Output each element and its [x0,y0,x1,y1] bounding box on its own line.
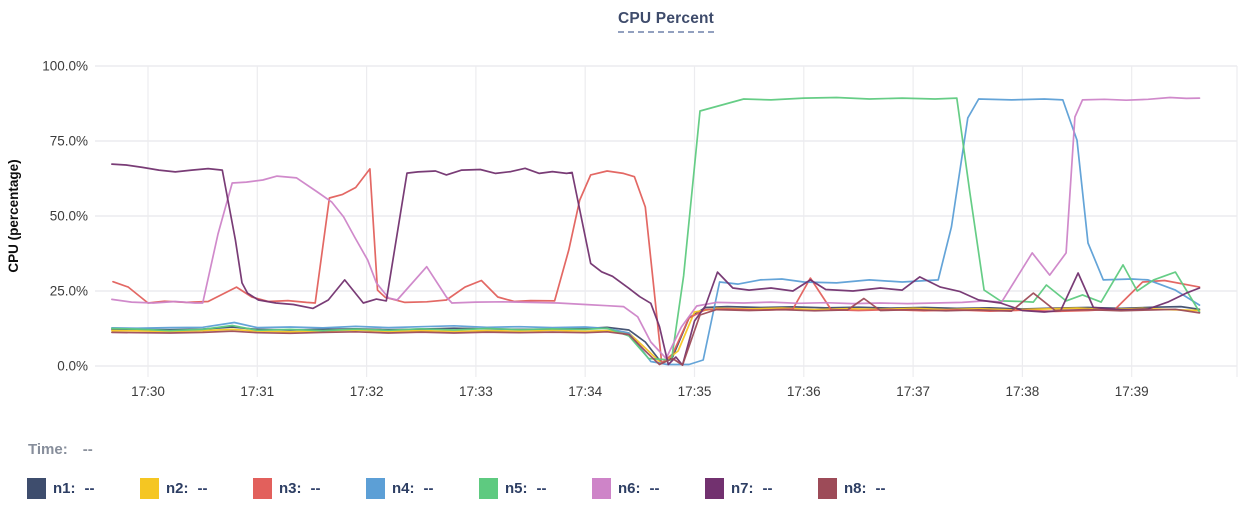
legend-value-n4: -- [423,480,434,497]
x-tick-17:37: 17:37 [896,384,930,399]
legend-label-n8: n8: [844,480,867,497]
series-line-n4 [111,98,1201,366]
chart-header: CPU Percent [95,10,1237,33]
legend-swatch-n5 [479,478,498,499]
legend-swatch-n8 [818,478,837,499]
legend-swatch-n6 [592,478,611,499]
time-readout-value: -- [82,441,93,458]
y-tick-0: 0.0% [57,359,88,374]
series-line-n7 [111,163,1201,366]
legend-label-n5: n5: [505,480,528,497]
legend-value-n2: -- [197,480,208,497]
x-tick-17:39: 17:39 [1115,384,1149,399]
y-axis-tick-labels: 100.0% 75.0% 50.0% 25.0% 0.0% [42,59,88,374]
x-tick-17:31: 17:31 [240,384,274,399]
series-line-n5 [111,96,1201,361]
legend-item-n8[interactable]: n8: -- [818,478,931,499]
x-tick-17:33: 17:33 [459,384,493,399]
legend-item-n5[interactable]: n5: -- [479,478,592,499]
legend-label-n1: n1: [53,480,76,497]
legend-value-n7: -- [762,480,773,497]
time-readout: Time: -- [28,441,93,458]
x-tick-17:36: 17:36 [787,384,821,399]
y-tick-100: 100.0% [42,59,88,74]
x-tick-17:30: 17:30 [131,384,165,399]
y-tick-50: 50.0% [50,209,88,224]
legend-label-n2: n2: [166,480,189,497]
x-axis-tick-labels: 17:30 17:31 17:32 17:33 17:34 17:35 17:36 17:37… [131,384,1148,399]
legend-item-n4[interactable]: n4: -- [366,478,479,499]
series-line-n2 [111,307,1201,365]
x-tick-17:32: 17:32 [350,384,384,399]
legend-item-n7[interactable]: n7: -- [705,478,818,499]
legend-value-n3: -- [310,480,321,497]
grid-lines [95,65,1238,377]
legend-value-n8: -- [875,480,886,497]
chart-legend: n1: -- n2: -- n3: -- n4: -- n5: -- n6: -- n7: -- n8: -- [27,478,931,499]
legend-item-n1[interactable]: n1: -- [27,478,140,499]
legend-label-n3: n3: [279,480,302,497]
series-line-n6 [111,96,1201,360]
x-tick-17:35: 17:35 [678,384,712,399]
legend-swatch-n7 [705,478,724,499]
y-tick-25: 25.0% [50,284,88,299]
y-tick-75: 75.0% [50,134,88,149]
series-line-n8 [111,292,1201,366]
legend-label-n7: n7: [731,480,754,497]
time-readout-label: Time: [28,441,68,458]
legend-label-n6: n6: [618,480,641,497]
legend-value-n6: -- [649,480,660,497]
legend-label-n4: n4: [392,480,415,497]
legend-swatch-n1 [27,478,46,499]
legend-item-n6[interactable]: n6: -- [592,478,705,499]
legend-item-n2[interactable]: n2: -- [140,478,253,499]
x-tick-17:38: 17:38 [1006,384,1040,399]
series-lines [111,96,1201,366]
legend-value-n5: -- [536,480,547,497]
cpu-percent-chart[interactable]: 100.0%75.0%50.0%25.0%0.0% 17:30 17:31 17:3… [0,0,1254,420]
legend-swatch-n2 [140,478,159,499]
legend-value-n1: -- [84,480,95,497]
legend-swatch-n3 [253,478,272,499]
legend-swatch-n4 [366,478,385,499]
chart-title[interactable]: CPU Percent [617,10,715,33]
x-tick-17:34: 17:34 [568,384,602,399]
legend-item-n3[interactable]: n3: -- [253,478,366,499]
y-axis-title: CPU (percentage) [6,159,21,272]
